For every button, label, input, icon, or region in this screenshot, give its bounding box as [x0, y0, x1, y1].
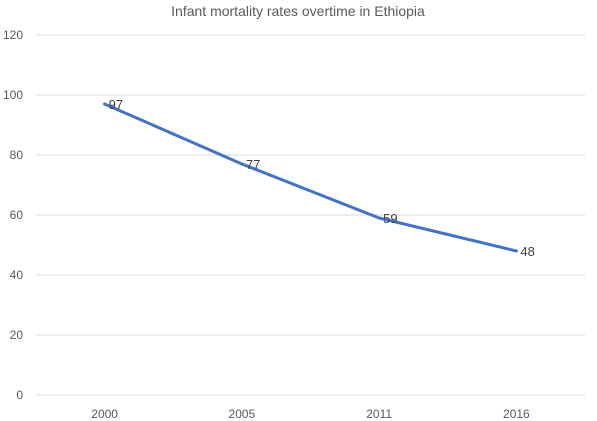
- series-line: [103, 102, 518, 253]
- y-tick-label: 40: [10, 268, 24, 282]
- data-label: 97: [109, 97, 123, 112]
- data-point: [377, 216, 381, 220]
- data-label: 48: [520, 244, 534, 259]
- data-label: 59: [383, 211, 397, 226]
- gridlines: [36, 34, 585, 396]
- y-tick-label: 60: [10, 208, 24, 222]
- data-label: 77: [246, 157, 260, 172]
- y-tick-label: 100: [3, 88, 23, 102]
- x-axis-tick-labels: 2000 2005 2011 2016: [91, 407, 530, 421]
- y-tick-label: 20: [10, 328, 24, 342]
- y-tick-label: 0: [16, 388, 23, 402]
- x-tick-label: 2005: [229, 407, 256, 421]
- x-tick-label: 2016: [503, 407, 530, 421]
- y-axis-tick-labels: 0 20 40 60 80 100 120: [3, 28, 23, 402]
- data-point: [240, 162, 244, 166]
- series-layer: [103, 102, 518, 253]
- x-tick-label: 2011: [366, 407, 392, 421]
- x-tick-label: 2000: [91, 407, 118, 421]
- chart-title: Infant mortality rates overtime in Ethio…: [171, 3, 425, 19]
- data-point: [514, 249, 518, 253]
- y-tick-label: 120: [3, 28, 23, 42]
- y-tick-label: 80: [10, 148, 24, 162]
- data-labels: 97 77 59 48: [109, 97, 535, 259]
- data-point: [103, 102, 107, 106]
